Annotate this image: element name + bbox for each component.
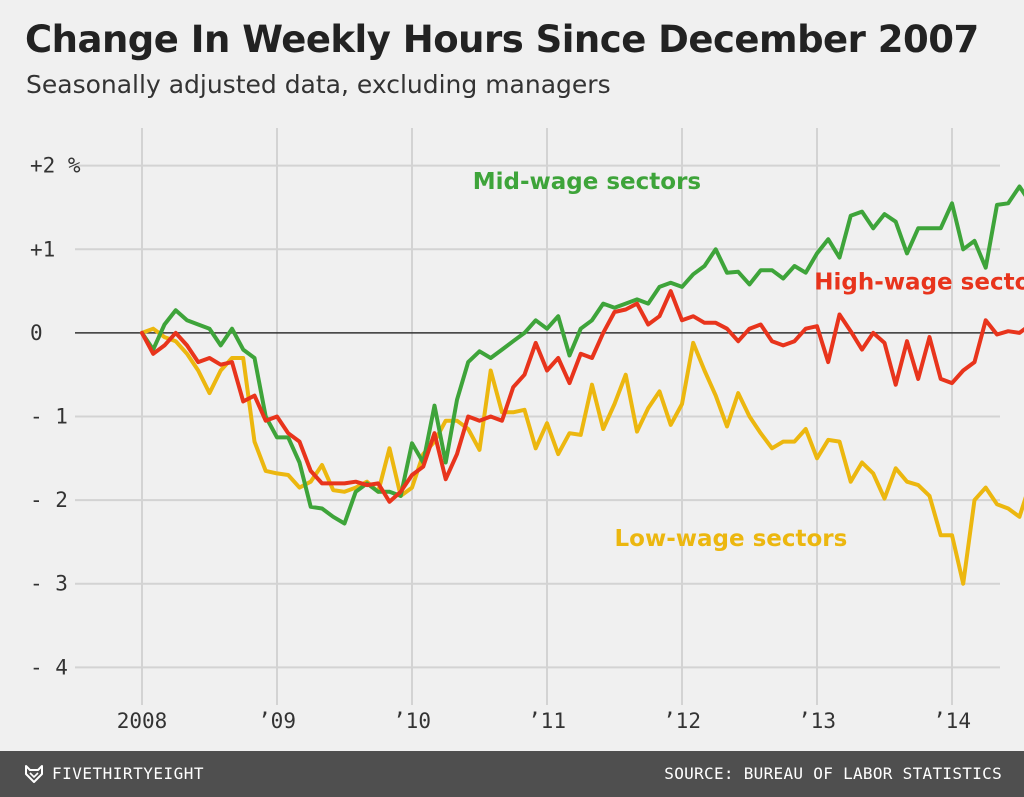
x-tick-label: ’10 xyxy=(393,709,431,733)
y-tick-label: +2 % xyxy=(30,154,81,178)
x-tick-label: ’09 xyxy=(258,709,296,733)
series-labels: Mid-wage sectors High-wage sectors Low-wag… xyxy=(473,169,1024,552)
x-tick-label: 2008 xyxy=(117,709,168,733)
y-tick-label: +1 xyxy=(30,237,55,261)
x-tick-label: ’11 xyxy=(528,709,566,733)
x-tick-label: ’12 xyxy=(663,709,701,733)
x-tick-label: ’14 xyxy=(933,709,971,733)
series-label: Low-wage sectors xyxy=(615,526,848,552)
y-tick-label: - 3 xyxy=(30,572,68,596)
grid xyxy=(75,128,1000,705)
chart-subtitle: Seasonally adjusted data, excluding mana… xyxy=(26,70,611,99)
axes: 2008 ’09 ’10 ’11 ’12 ’13 ’14 +2 % +1 0 - 1 - 2 - 3 - … xyxy=(30,154,971,733)
series-line-mid-wage-sectors xyxy=(140,184,1024,526)
series xyxy=(140,184,1024,586)
series-line-low-wage-sectors xyxy=(140,326,1024,586)
y-tick-label: 0 xyxy=(30,321,43,345)
y-tick-label: - 1 xyxy=(30,405,68,429)
y-tick-label: - 2 xyxy=(30,488,68,512)
series-line-high-wage-sectors xyxy=(140,289,1024,504)
fox-icon xyxy=(25,765,43,783)
y-tick-label: - 4 xyxy=(30,655,68,679)
series-label: Mid-wage sectors xyxy=(473,169,701,195)
x-tick-label: ’13 xyxy=(798,709,836,733)
chart-plot: 2008 ’09 ’10 ’11 ’12 ’13 ’14 +2 % +1 0 - 1 - 2 - 3 - … xyxy=(30,128,1024,733)
brand-name: FIVETHIRTYEIGHT xyxy=(52,764,204,783)
footer-bar: FIVETHIRTYEIGHT SOURCE: BUREAU OF LABOR … xyxy=(0,751,1024,797)
series-label: High-wage sectors xyxy=(814,269,1024,295)
chart-title: Change In Weekly Hours Since December 20… xyxy=(25,18,979,61)
source-text: SOURCE: BUREAU OF LABOR STATISTICS xyxy=(664,764,1002,783)
